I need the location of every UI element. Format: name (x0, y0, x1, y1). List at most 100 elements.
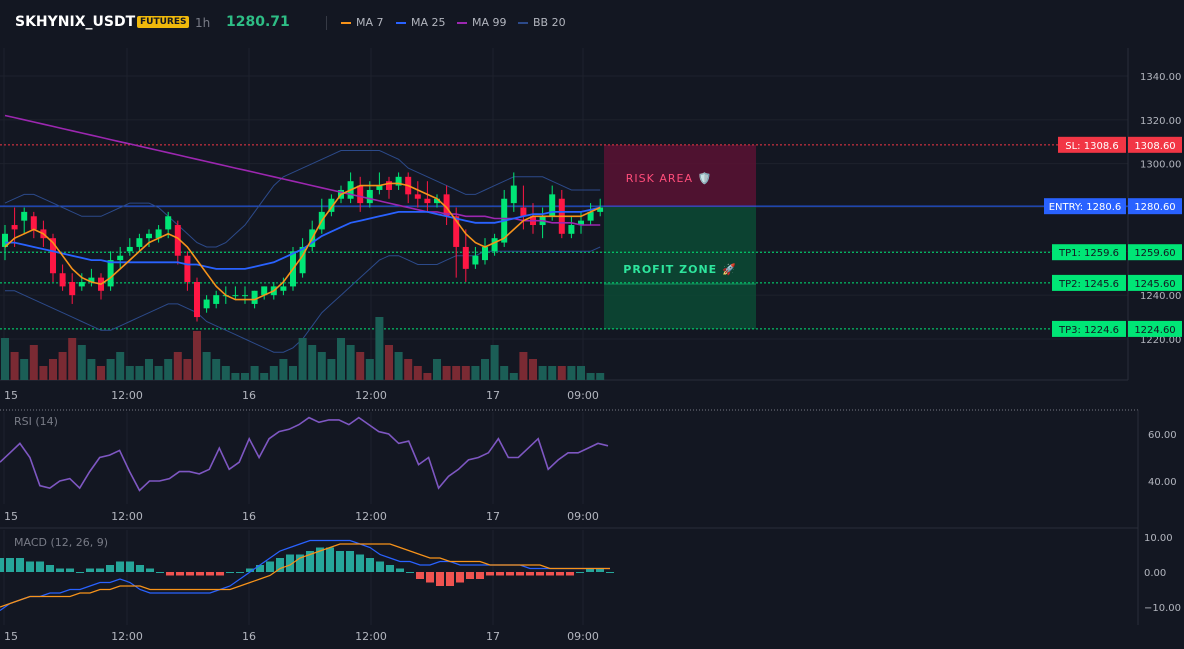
macd-chart (0, 539, 614, 611)
last-price: 1280.71 (226, 14, 290, 30)
volume-bar (538, 366, 547, 380)
legend-ma7-label: MA 7 (356, 16, 384, 29)
ma99-line (4, 114, 601, 226)
volume-bar (77, 345, 86, 380)
candle-body (155, 229, 162, 239)
volume-bar (221, 366, 230, 380)
sl-price-value: 1308.60 (1134, 141, 1175, 152)
candle-body (21, 211, 28, 221)
macd-histogram-bar (386, 565, 394, 572)
macd-histogram-bar (486, 572, 494, 576)
volume-bar (20, 359, 29, 380)
candle-body (194, 282, 200, 318)
time-axis-macd[interactable]: 15 12:00 16 12:00 17 09:00 (4, 630, 599, 643)
macd-histogram-bar (176, 572, 184, 576)
candle-body (568, 225, 575, 234)
time-tick-label: 12:00 (111, 389, 143, 402)
macd-histogram-bar (416, 572, 424, 579)
volume-bar (106, 359, 115, 380)
ma25-line (5, 206, 601, 270)
candle-body (472, 255, 479, 265)
sl-tag (1058, 136, 1126, 153)
macd-histogram-bar (126, 561, 134, 572)
futures-badge: FUTURES (137, 16, 190, 28)
legend-ma25[interactable]: MA 25 (396, 16, 446, 29)
tp2-price-value: 1245.60 (1134, 279, 1175, 290)
macd-histogram-bar (0, 558, 4, 572)
bb-upper-line (4, 150, 601, 248)
macd-histogram-bar (96, 568, 104, 572)
volume-bar (317, 352, 326, 380)
volume-bar (490, 345, 499, 380)
macd-histogram-bar (216, 572, 224, 576)
volume-bar (308, 345, 317, 380)
volume-bar (500, 366, 509, 380)
level-labels: SL: 1308.6 1308.60 ENTRY: 1280.6 1280.60 TP1… (1044, 136, 1182, 337)
macd-title: MACD (12, 26, 9) (14, 536, 108, 549)
macd-histogram-bar (186, 572, 194, 576)
price-tick-label: 1300.00 (1140, 160, 1181, 171)
macd-histogram-bar (456, 572, 464, 583)
macd-histogram-bar (76, 572, 84, 573)
time-tick-label: 12:00 (355, 510, 387, 523)
volume-bar (289, 366, 297, 380)
volume-bar (596, 373, 605, 380)
candlesticks (2, 172, 604, 322)
time-axis-rsi[interactable]: 15 12:00 16 12:00 17 09:00 (4, 510, 599, 523)
macd-histogram-bar (16, 558, 24, 572)
chart-grid (0, 48, 1128, 625)
volume-bar (586, 373, 595, 380)
tp2-price-tag (1128, 274, 1182, 291)
macd-histogram-bar (6, 558, 14, 572)
ma7-swatch-icon (341, 21, 351, 24)
timeframe-label[interactable]: 1h (195, 16, 211, 30)
volume-bar (39, 366, 48, 380)
volume-bar (183, 359, 192, 380)
symbol-name[interactable]: SKHYNIX_USDT (15, 14, 136, 30)
moving-averages (4, 114, 601, 301)
macd-histogram-bar (146, 568, 154, 572)
legend-ma99[interactable]: MA 99 (457, 16, 507, 29)
time-axis-main[interactable]: 15 12:00 16 12:00 17 09:00 (4, 389, 599, 402)
time-tick-label: 15 (4, 510, 18, 523)
bb20-swatch-icon (518, 21, 528, 24)
macd-histogram-bar (606, 572, 614, 573)
volume-bar (567, 366, 576, 380)
volume-bar (519, 352, 528, 380)
risk-area-zone[interactable] (604, 145, 756, 207)
time-tick-label: 16 (242, 630, 256, 643)
macd-histogram-bar (196, 572, 204, 576)
candle-body (174, 225, 181, 256)
price-tick-label: 1320.00 (1140, 116, 1181, 127)
candle-body (520, 207, 527, 217)
time-tick-label: 15 (4, 389, 18, 402)
candle-body (578, 220, 584, 226)
macd-histogram-bar (496, 572, 504, 576)
candle-body (2, 233, 8, 247)
time-tick-label: 09:00 (567, 630, 599, 643)
legend-bb20[interactable]: BB 20 (518, 16, 566, 29)
candle-body (597, 207, 604, 212)
rsi-title: RSI (14) (14, 415, 58, 428)
profit-zone[interactable] (604, 207, 756, 329)
legend-ma7[interactable]: MA 7 (341, 16, 384, 29)
tp1-price-tag (1128, 244, 1182, 261)
price-tick-label: 1220.00 (1140, 335, 1181, 346)
volume-bar (125, 366, 134, 380)
volume-bar (250, 366, 259, 380)
candle-body (107, 260, 114, 287)
legend-ma99-label: MA 99 (472, 16, 507, 29)
volume-bars (1, 317, 605, 380)
macd-histogram-bar (446, 572, 454, 586)
volume-bar (452, 366, 461, 380)
volume-bar (346, 345, 355, 380)
tp1-tag-label: TP1: 1259.6 (1058, 248, 1119, 259)
volume-bar (509, 373, 518, 380)
price-tick-label: 1340.00 (1140, 72, 1181, 83)
volume-bar (529, 359, 537, 380)
profit-zone-label: PROFIT ZONE 🚀 (623, 263, 736, 276)
volume-bar (68, 338, 77, 380)
candle-body (136, 238, 143, 247)
macd-histogram-bar (266, 561, 274, 572)
